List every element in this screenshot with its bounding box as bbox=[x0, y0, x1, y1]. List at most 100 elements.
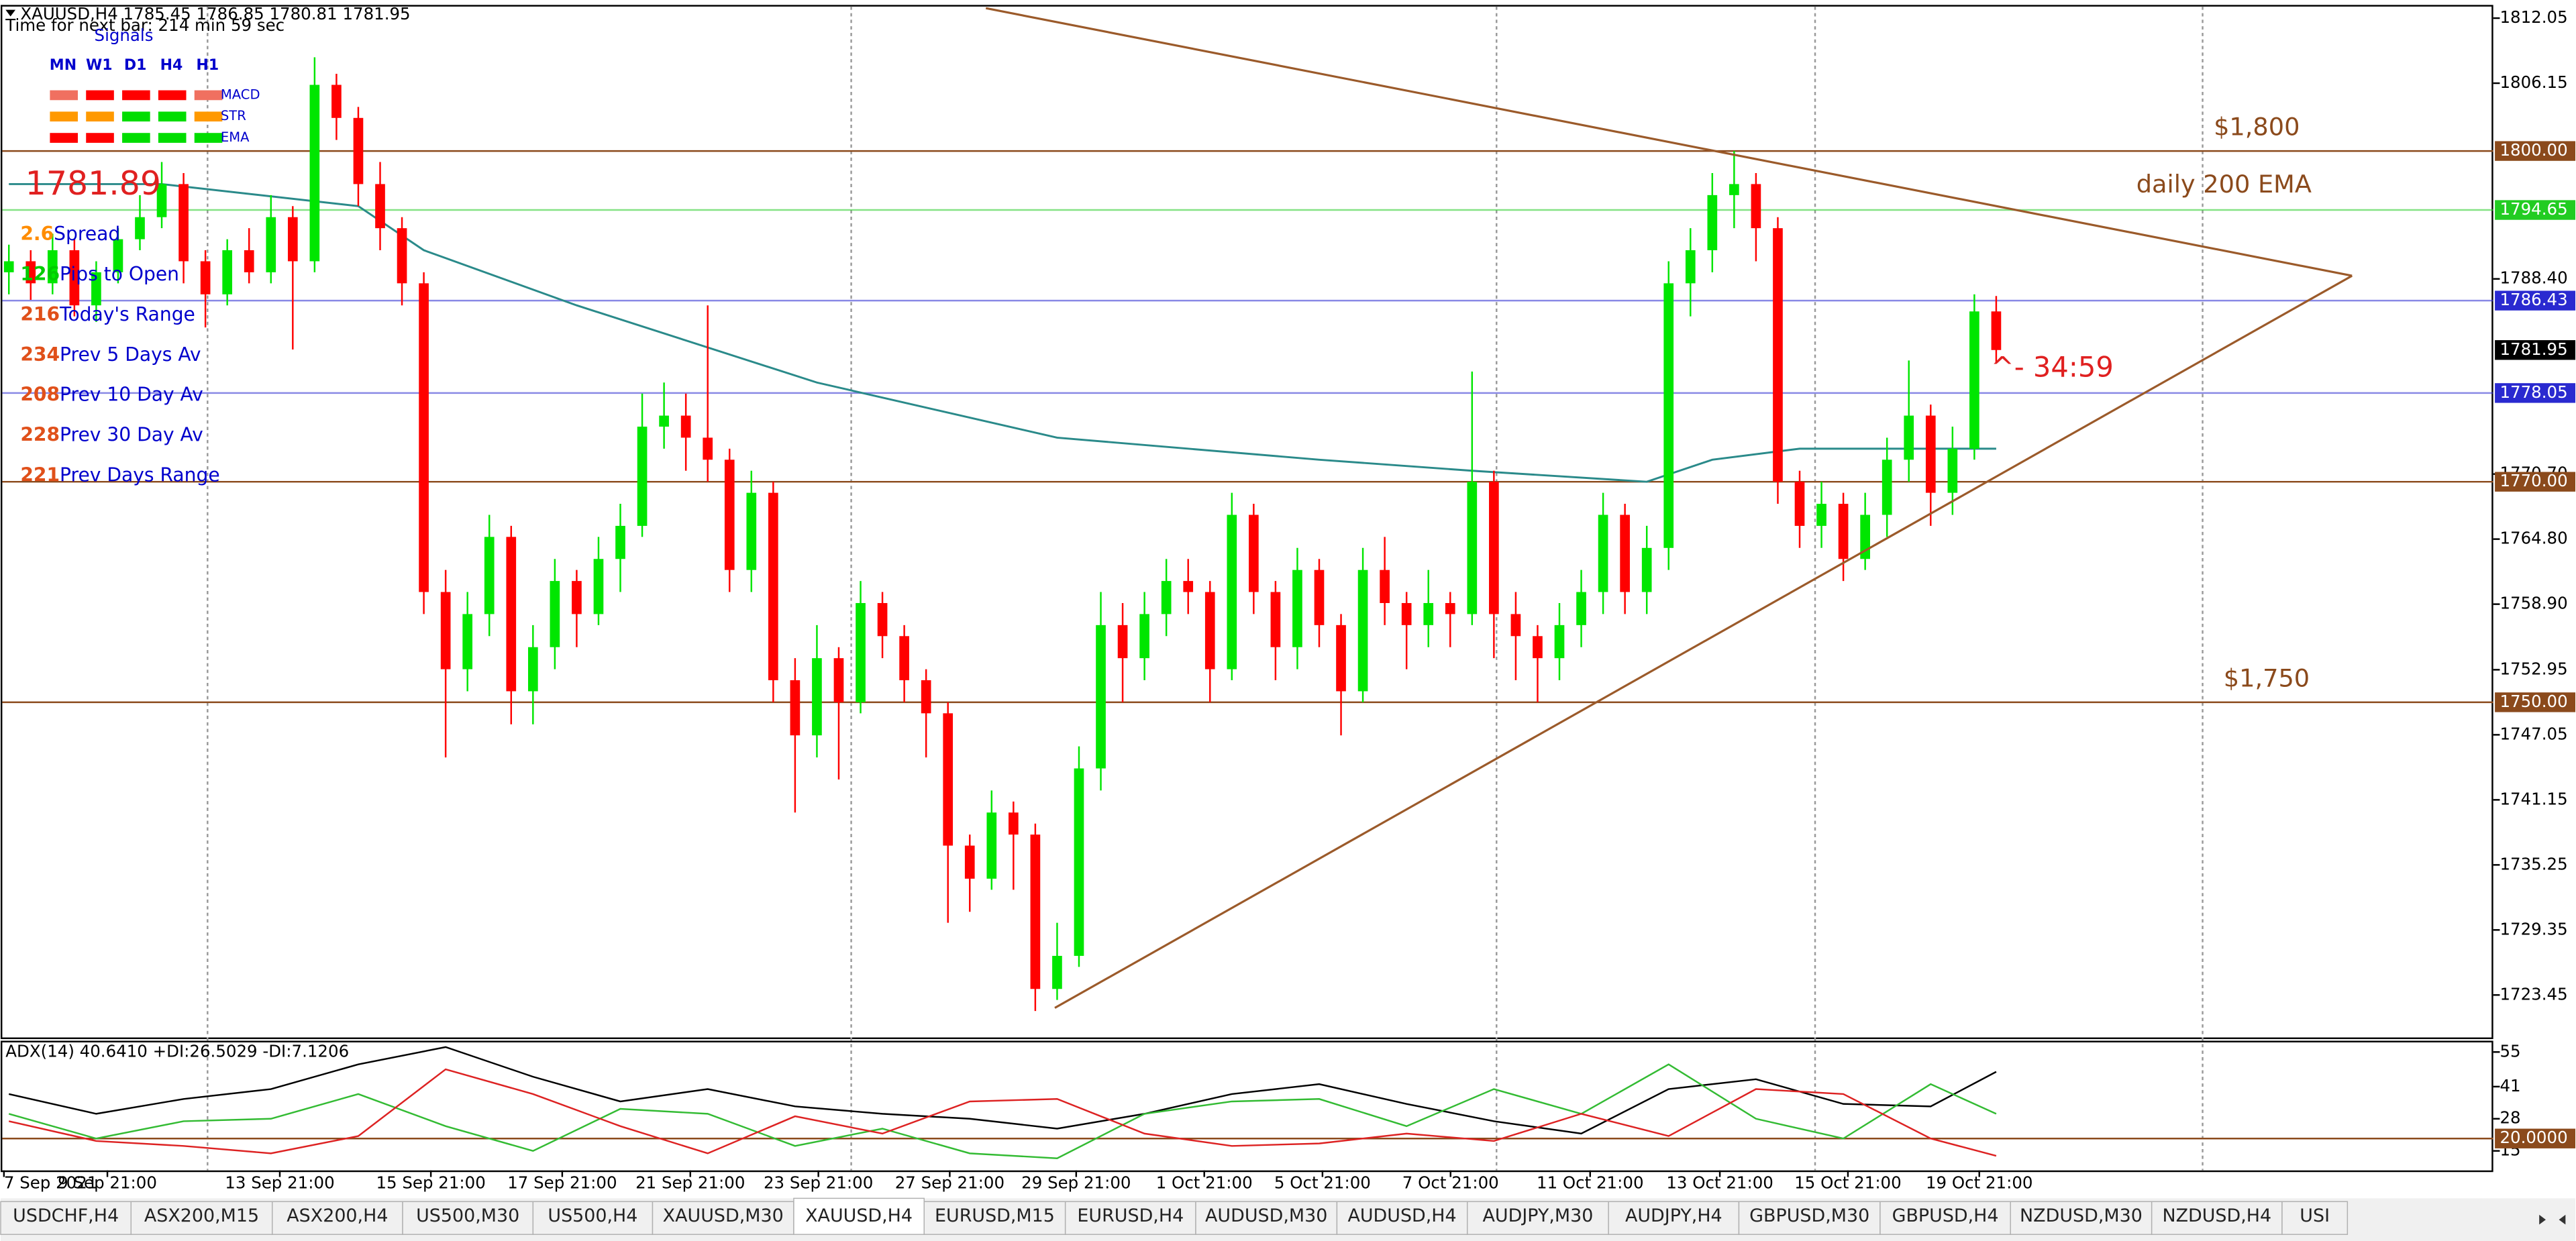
candle-body bbox=[1314, 570, 1325, 625]
tab-active[interactable] bbox=[793, 1197, 925, 1235]
timeframe: W1 bbox=[86, 57, 113, 74]
tab-label[interactable]: AUDUSD,H4 bbox=[1347, 1205, 1456, 1226]
tab[interactable] bbox=[0, 1201, 132, 1235]
candle-body bbox=[921, 680, 931, 714]
tab[interactable] bbox=[2010, 1201, 2153, 1235]
tab[interactable] bbox=[1195, 1201, 1338, 1235]
signal-cell bbox=[158, 133, 187, 143]
candle-body bbox=[1445, 602, 1455, 614]
tab[interactable] bbox=[1879, 1201, 2011, 1235]
tab[interactable] bbox=[402, 1201, 534, 1235]
candle-body bbox=[200, 261, 211, 294]
adx-panel: ADX(14) 40.6410 +DI:26.5029 -DI:7.1206 55… bbox=[2, 1041, 2576, 1160]
tab-scroll-left[interactable] bbox=[2539, 1214, 2546, 1225]
tab-scroll-right[interactable] bbox=[2559, 1214, 2566, 1225]
tab-label[interactable]: ASX200,M15 bbox=[144, 1205, 259, 1226]
tab-label[interactable]: AUDUSD,M30 bbox=[1205, 1205, 1327, 1226]
candle-body bbox=[899, 636, 909, 681]
tab-label[interactable]: GBPUSD,H4 bbox=[1892, 1205, 1999, 1226]
signal-name: STR bbox=[221, 108, 246, 123]
tab-label[interactable]: AUDJPY,M30 bbox=[1483, 1205, 1594, 1226]
signal-cell bbox=[50, 90, 78, 101]
candle-body bbox=[1641, 547, 1652, 592]
tab-label[interactable]: USI bbox=[2300, 1205, 2330, 1226]
candle-body bbox=[506, 537, 517, 692]
tab[interactable] bbox=[532, 1201, 654, 1235]
x-tick-label: 1 Oct 21:00 bbox=[1156, 1173, 1253, 1192]
info-row: 126Pips to Open bbox=[20, 263, 179, 285]
signal-cell bbox=[158, 111, 187, 122]
timeframe: H1 bbox=[196, 57, 219, 74]
candle-body bbox=[550, 581, 560, 647]
info-row: 228Prev 30 Day Av bbox=[20, 424, 203, 446]
timeframe: MN bbox=[50, 57, 76, 74]
tab-label[interactable]: NZDUSD,H4 bbox=[2162, 1205, 2271, 1226]
signal-cell bbox=[86, 133, 114, 143]
signals-title: Signals bbox=[95, 25, 154, 45]
adx-line bbox=[8, 1063, 1997, 1159]
tab-label[interactable]: XAUUSD,H4 bbox=[805, 1205, 913, 1226]
tab[interactable] bbox=[1336, 1201, 1468, 1235]
info-label: Prev 10 Day Av bbox=[60, 384, 203, 406]
tab[interactable] bbox=[1608, 1201, 1740, 1235]
tab-label[interactable]: EURUSD,M15 bbox=[935, 1205, 1055, 1226]
tab[interactable] bbox=[130, 1201, 273, 1235]
price-chart: 1812.051806.151788.401770.701764.801758.… bbox=[2, 7, 2576, 1192]
tab-label[interactable]: XAUUSD,M30 bbox=[663, 1205, 784, 1226]
candle-body bbox=[1467, 482, 1478, 614]
candle-body bbox=[1707, 195, 1718, 251]
tab[interactable] bbox=[1064, 1201, 1196, 1235]
tab-label[interactable]: USDCHF,H4 bbox=[13, 1205, 119, 1226]
candle-body bbox=[1249, 515, 1259, 592]
tab-label[interactable]: US500,H4 bbox=[548, 1205, 637, 1226]
candle-body bbox=[1357, 570, 1368, 692]
tab[interactable] bbox=[923, 1201, 1066, 1235]
candle-body bbox=[113, 239, 123, 272]
candle-body bbox=[462, 614, 473, 669]
signal-cell bbox=[86, 111, 114, 122]
candle-body bbox=[419, 283, 429, 592]
candle-body bbox=[1401, 602, 1412, 625]
tab[interactable] bbox=[2151, 1201, 2283, 1235]
candle-body bbox=[353, 117, 364, 184]
x-tick-label: 15 Sep 21:00 bbox=[376, 1173, 485, 1192]
candle-body bbox=[768, 492, 778, 681]
info-value: 221 bbox=[20, 464, 60, 486]
candle-body bbox=[1969, 311, 1979, 449]
signal-cell bbox=[50, 111, 78, 122]
candle-body bbox=[1794, 482, 1805, 526]
tab[interactable] bbox=[271, 1201, 403, 1235]
level-tag bbox=[2495, 472, 2576, 492]
candle-body bbox=[943, 713, 954, 846]
candle-body bbox=[746, 492, 757, 570]
tab[interactable] bbox=[652, 1201, 794, 1235]
candle-body bbox=[1270, 592, 1281, 647]
tab-label[interactable]: NZDUSD,M30 bbox=[2020, 1205, 2143, 1226]
y-tick-label: 1723.45 bbox=[2500, 984, 2567, 1004]
tab[interactable] bbox=[1738, 1201, 1881, 1235]
signal-cell bbox=[194, 133, 223, 143]
info-row: 221Prev Days Range bbox=[20, 464, 219, 486]
candle-body bbox=[1510, 614, 1521, 637]
candle-body bbox=[1096, 625, 1106, 769]
adx-y-tick-label: 28 bbox=[2500, 1108, 2520, 1128]
y-tick-label: 1812.05 bbox=[2500, 7, 2567, 27]
tab-label[interactable]: GBPUSD,M30 bbox=[1749, 1205, 1869, 1226]
tab[interactable] bbox=[2281, 1201, 2349, 1235]
tab-label[interactable]: EURUSD,H4 bbox=[1077, 1205, 1184, 1226]
y-tick-label: 1729.35 bbox=[2500, 919, 2567, 938]
tab-label[interactable]: US500,M30 bbox=[416, 1205, 519, 1226]
tab[interactable] bbox=[1466, 1201, 1609, 1235]
y-tick-label: 1752.95 bbox=[2500, 659, 2567, 678]
tab-label[interactable]: ASX200,H4 bbox=[287, 1205, 388, 1226]
candle-body bbox=[1227, 515, 1237, 669]
candle-body bbox=[244, 250, 254, 272]
candle-body bbox=[3, 261, 14, 272]
price-display: 1781.89 bbox=[25, 164, 161, 203]
timeframe: D1 bbox=[124, 57, 147, 74]
info-label: Pips to Open bbox=[60, 263, 179, 285]
candle-body bbox=[1161, 581, 1172, 614]
tab-label[interactable]: AUDJPY,H4 bbox=[1625, 1205, 1722, 1226]
